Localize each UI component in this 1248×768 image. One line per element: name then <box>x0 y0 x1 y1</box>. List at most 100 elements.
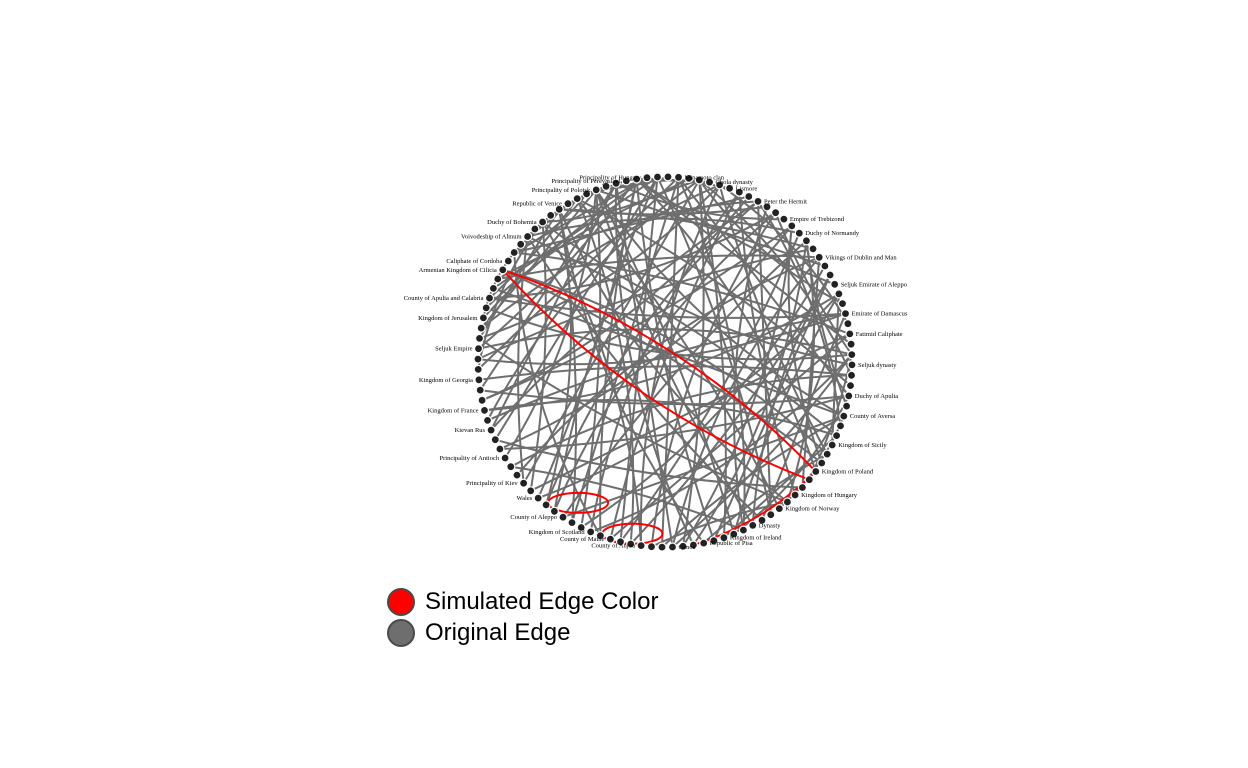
node <box>847 340 855 348</box>
node-label: Principality of Polotsk <box>532 187 591 194</box>
node <box>507 463 515 471</box>
node <box>475 345 483 353</box>
node-label: Emirate of Damascus <box>852 311 908 318</box>
node <box>534 494 542 502</box>
node-label: Kingdom of France <box>428 407 479 414</box>
node-label: Republic of Venice <box>512 201 562 208</box>
node <box>669 543 677 551</box>
node <box>745 193 753 201</box>
node <box>815 253 823 261</box>
node <box>481 406 489 414</box>
node <box>754 197 762 205</box>
node-label: Duchy of Bohemia <box>487 219 537 226</box>
node <box>527 487 535 495</box>
node <box>812 468 820 476</box>
node-label: Seljuk dynasty <box>858 362 897 369</box>
legend-item-simulated: Simulated Edge Color <box>387 586 658 617</box>
legend-label-simulated: Simulated Edge Color <box>425 588 658 616</box>
node <box>831 280 839 288</box>
node-label: Vikings of Dublin and Man <box>825 254 897 261</box>
node <box>775 505 783 513</box>
node <box>823 450 831 458</box>
node-label: Kingdom of Poland <box>822 469 874 476</box>
node <box>504 257 512 265</box>
node-label: Kingdom of Georgia <box>419 377 473 384</box>
node <box>828 441 836 449</box>
node <box>573 195 581 203</box>
node <box>700 539 708 547</box>
node <box>648 543 656 551</box>
node-label: Kingdom of Norway <box>785 506 840 513</box>
node <box>499 266 507 274</box>
legend-label-original: Original Edge <box>425 619 570 647</box>
node <box>791 491 799 499</box>
node <box>843 402 851 410</box>
node <box>848 361 856 369</box>
node-label: Duchy of Normandy <box>805 230 860 237</box>
node-label: Kingdom of Jerusalem <box>418 315 477 322</box>
node <box>767 511 775 519</box>
node <box>835 290 843 298</box>
node <box>479 314 487 322</box>
node <box>592 186 600 194</box>
node-label: Kingdom of Ireland <box>730 535 782 542</box>
node <box>772 209 780 217</box>
node <box>798 484 806 492</box>
node <box>844 320 852 328</box>
node-label: Genoa <box>679 544 696 551</box>
node <box>542 501 550 509</box>
node-label: Wales <box>516 495 532 502</box>
node <box>848 351 856 359</box>
node-label: County of Aleppo <box>510 514 557 521</box>
node <box>474 365 482 373</box>
legend-swatch-original <box>387 619 415 647</box>
node <box>654 173 662 181</box>
node <box>837 422 845 430</box>
node <box>795 229 803 237</box>
legend-swatch-simulated <box>387 588 415 616</box>
node <box>539 218 547 226</box>
node <box>547 211 555 219</box>
node <box>476 386 484 394</box>
node-label: County of Anjou <box>591 543 635 550</box>
node-label: Dynasty <box>759 522 781 529</box>
node <box>501 454 509 462</box>
node-label: Seljuk Emirate of Aleppo <box>841 281 907 288</box>
node <box>846 330 854 338</box>
node <box>531 225 539 233</box>
node-label: Fatimid Caliphate <box>856 331 903 338</box>
node <box>643 174 651 182</box>
node <box>839 300 847 308</box>
node <box>559 513 567 521</box>
node <box>484 416 492 424</box>
node <box>805 476 813 484</box>
node <box>510 249 518 257</box>
node-label: Principality of Pereyaslavl <box>551 178 620 185</box>
node-label: Kingdom of Sicily <box>838 442 887 449</box>
node-label: Peter the Hermit <box>764 198 807 205</box>
node <box>475 376 483 384</box>
node <box>489 284 497 292</box>
node <box>494 275 502 283</box>
node <box>517 240 525 248</box>
node <box>478 396 486 404</box>
node <box>809 245 817 253</box>
node <box>847 382 855 390</box>
node-label: Empire of Trebizond <box>790 216 845 223</box>
node <box>658 543 666 551</box>
node-label: Kingdom of Hungary <box>801 492 858 499</box>
node <box>564 200 572 208</box>
node <box>477 324 485 332</box>
node-label: Seljuk Empire <box>435 346 472 353</box>
node <box>802 237 810 245</box>
node <box>845 392 853 400</box>
node-label: Kievan Rus <box>455 427 486 434</box>
node-label: Duchy of Apulia <box>855 393 898 400</box>
node <box>487 426 495 434</box>
node <box>818 459 826 467</box>
node-label: County of Aversa <box>850 413 895 420</box>
node <box>476 334 484 342</box>
node <box>749 521 757 529</box>
node-label: Voivodeship of Almum <box>461 234 522 241</box>
